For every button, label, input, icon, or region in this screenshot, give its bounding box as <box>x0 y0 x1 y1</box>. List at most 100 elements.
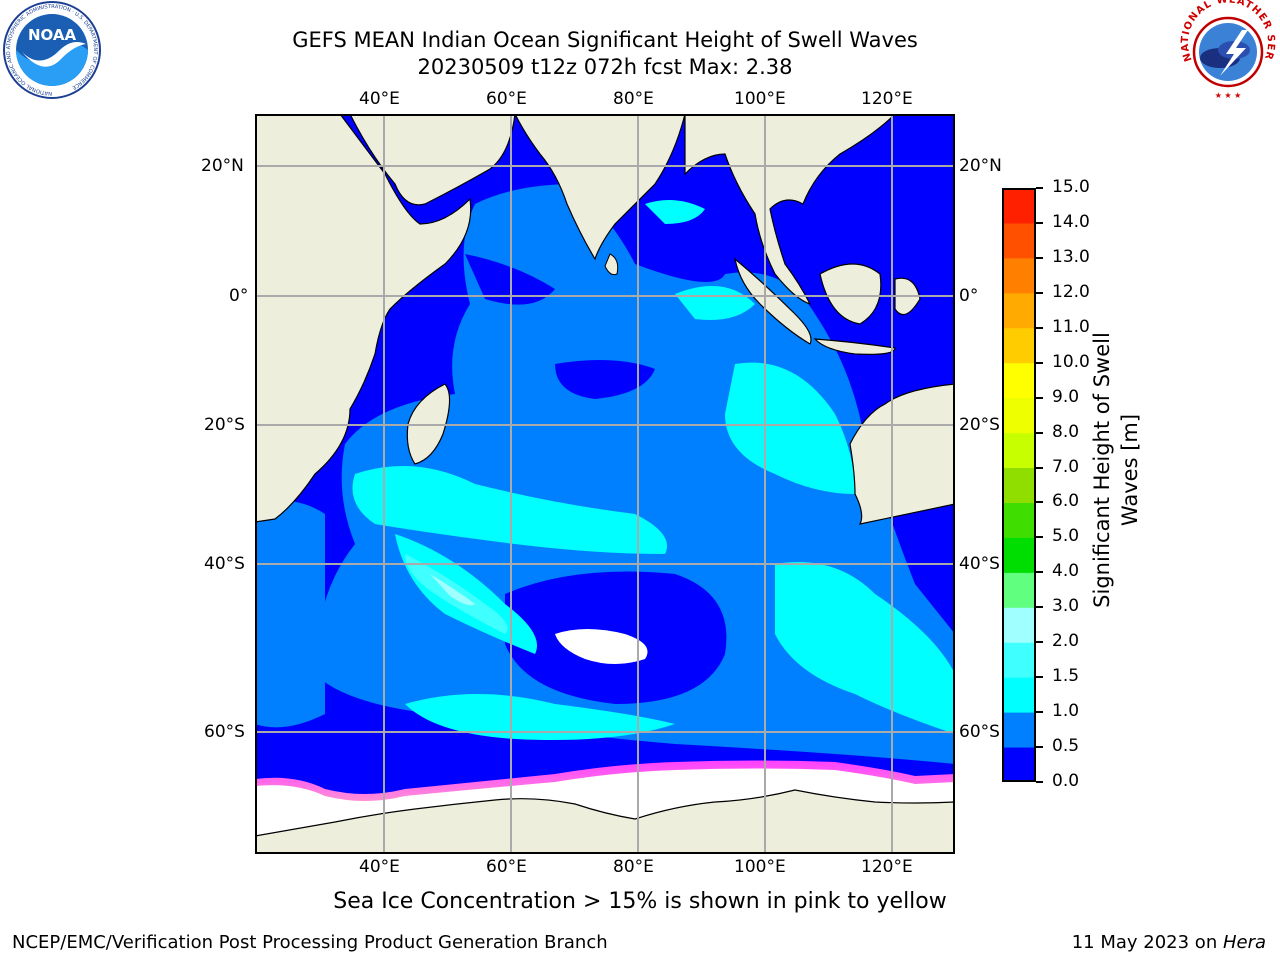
colorbar-tick-mark <box>1036 187 1043 189</box>
lat-label-left-20s: 20°S <box>204 415 245 435</box>
colorbar-segment <box>1002 502 1036 538</box>
lat-label-right-20n: 20°N <box>959 156 1002 176</box>
lat-label-left-0: 0° <box>229 286 249 306</box>
lon-label-bottom-40e: 40°E <box>359 857 400 877</box>
colorbar-frame <box>1002 188 1036 782</box>
colorbar-tick-label: 1.0 <box>1052 701 1080 722</box>
swell-1.0-1.5-bay <box>645 200 705 224</box>
colorbar-tick-label: 14.0 <box>1052 211 1090 232</box>
colorbar-segment <box>1002 677 1036 713</box>
land-java <box>813 338 896 355</box>
colorbar-tick-label: 4.0 <box>1052 561 1080 582</box>
svg-text:NOAA: NOAA <box>28 26 77 44</box>
colorbar-tick-label: 10.0 <box>1052 351 1090 372</box>
swell-1.0-1.5-south <box>405 694 675 740</box>
lat-label-left-20n: 20°N <box>201 156 244 176</box>
colorbar-label-line2: Waves [m] <box>1118 413 1142 527</box>
lon-label-bottom-100e: 100°E <box>734 857 786 877</box>
land-africa <box>255 114 472 523</box>
lon-label-top-80e: 80°E <box>613 89 654 109</box>
land-sri-lanka <box>604 253 619 276</box>
colorbar-tick-label: 8.0 <box>1052 421 1080 442</box>
swell-2.0-3.0 <box>430 574 475 606</box>
land-borneo <box>819 263 882 325</box>
footer-machine-name: Hera <box>1222 932 1266 953</box>
colorbar-segment <box>1002 362 1036 399</box>
land-sumatra <box>734 257 812 345</box>
colorbar-tick-mark <box>1036 746 1043 749</box>
land-india <box>514 114 686 261</box>
lat-label-left-40s: 40°S <box>204 554 245 574</box>
chart-title: GEFS MEAN Indian Ocean Significant Heigh… <box>292 28 918 52</box>
nws-logo: NATIONAL WEATHER SERVICE ★ ★ ★ <box>1176 0 1275 100</box>
swell-1.0-1.5-southeast <box>775 562 955 734</box>
svg-text:★ ★ ★: ★ ★ ★ <box>1215 91 1242 100</box>
swell-0.5-1.0-west <box>255 500 325 728</box>
colorbar-tick-mark <box>1036 641 1043 644</box>
lon-label-bottom-80e: 80°E <box>613 857 654 877</box>
swell-low-pocket-center <box>555 360 655 399</box>
colorbar-tick-mark <box>1036 396 1043 399</box>
colorbar-tick-mark <box>1036 711 1043 714</box>
lon-label-bottom-60e: 60°E <box>486 857 527 877</box>
colorbar-label-line1: Significant Height of Swell <box>1090 332 1114 608</box>
swell-1.0-1.5-eq <box>675 286 755 320</box>
colorbar-tick-mark <box>1036 571 1043 574</box>
land-antarctica <box>255 789 955 854</box>
footer-date-text: 11 May 2023 on <box>1071 932 1223 953</box>
colorbar-tick-label: 1.5 <box>1052 666 1080 687</box>
colorbar-tick-label: 5.0 <box>1052 526 1080 547</box>
swell-1.0-1.5-band <box>352 466 667 554</box>
lat-label-right-60s: 60°S <box>959 722 1000 742</box>
map-plot <box>255 114 955 854</box>
colorbar-segment <box>1002 537 1036 573</box>
colorbar-tick-mark <box>1036 256 1043 259</box>
colorbar-tick-mark <box>1036 361 1043 364</box>
lon-label-top-120e: 120°E <box>861 89 913 109</box>
colorbar-tick-mark <box>1036 291 1043 294</box>
land-australia <box>849 383 955 525</box>
colorbar-segment <box>1002 432 1036 469</box>
colorbar-tick-label: 11.0 <box>1052 316 1090 337</box>
colorbar-segment <box>1002 467 1036 503</box>
colorbar-tick-label: 15.0 <box>1052 177 1090 197</box>
colorbar-tick-mark <box>1036 676 1043 679</box>
colorbar-segment <box>1002 747 1036 782</box>
footer-credit: NCEP/EMC/Verification Post Processing Pr… <box>12 932 608 953</box>
lon-label-top-40e: 40°E <box>359 89 400 109</box>
lat-label-left-60s: 60°S <box>204 722 245 742</box>
colorbar-segment <box>1002 712 1036 748</box>
colorbar-tick-mark <box>1036 606 1043 609</box>
colorbar-segment <box>1002 292 1036 329</box>
colorbar-tick-mark <box>1036 326 1043 329</box>
land-arabia <box>349 114 516 206</box>
swell-1.0-1.5-east <box>725 362 855 494</box>
colorbar-tick-mark <box>1036 221 1043 224</box>
lon-label-top-60e: 60°E <box>486 89 527 109</box>
colorbar-segment <box>1002 222 1036 259</box>
colorbar-segment <box>1002 397 1036 434</box>
colorbar-segment <box>1002 642 1036 678</box>
colorbar-segment <box>1002 572 1036 608</box>
noaa-logo: NOAA NATIONAL OCEANIC AND ATMOSPHERIC AD… <box>3 1 101 99</box>
lat-label-right-40s: 40°S <box>959 554 1000 574</box>
colorbar-segment <box>1002 257 1036 294</box>
map-frame <box>255 114 955 854</box>
colorbar-tick-label: 0.5 <box>1052 736 1080 757</box>
chart-subtitle: 20230509 t12z 072h fcst Max: 2.38 <box>417 55 793 79</box>
colorbar-tick-label: 0.0 <box>1052 771 1080 791</box>
colorbar-tick-label: 6.0 <box>1052 491 1080 512</box>
lat-label-right-0: 0° <box>959 286 979 306</box>
sea-ice-south-pocket <box>555 629 648 664</box>
colorbar <box>1002 188 1036 782</box>
lat-label-right-20s: 20°S <box>959 415 1000 435</box>
colorbar-tick-label: 9.0 <box>1052 386 1080 407</box>
colorbar-label: Significant Height of Swell Waves [m] <box>1088 220 1144 720</box>
colorbar-tick-mark <box>1036 466 1043 469</box>
colorbar-segment <box>1002 188 1036 224</box>
colorbar-tick-label: 12.0 <box>1052 281 1090 302</box>
sea-ice-caption: Sea Ice Concentration > 15% is shown in … <box>333 889 947 914</box>
footer-date: 11 May 2023 on Hera <box>1072 932 1266 953</box>
colorbar-tick-label: 3.0 <box>1052 596 1080 617</box>
colorbar-tick-label: 7.0 <box>1052 456 1080 477</box>
